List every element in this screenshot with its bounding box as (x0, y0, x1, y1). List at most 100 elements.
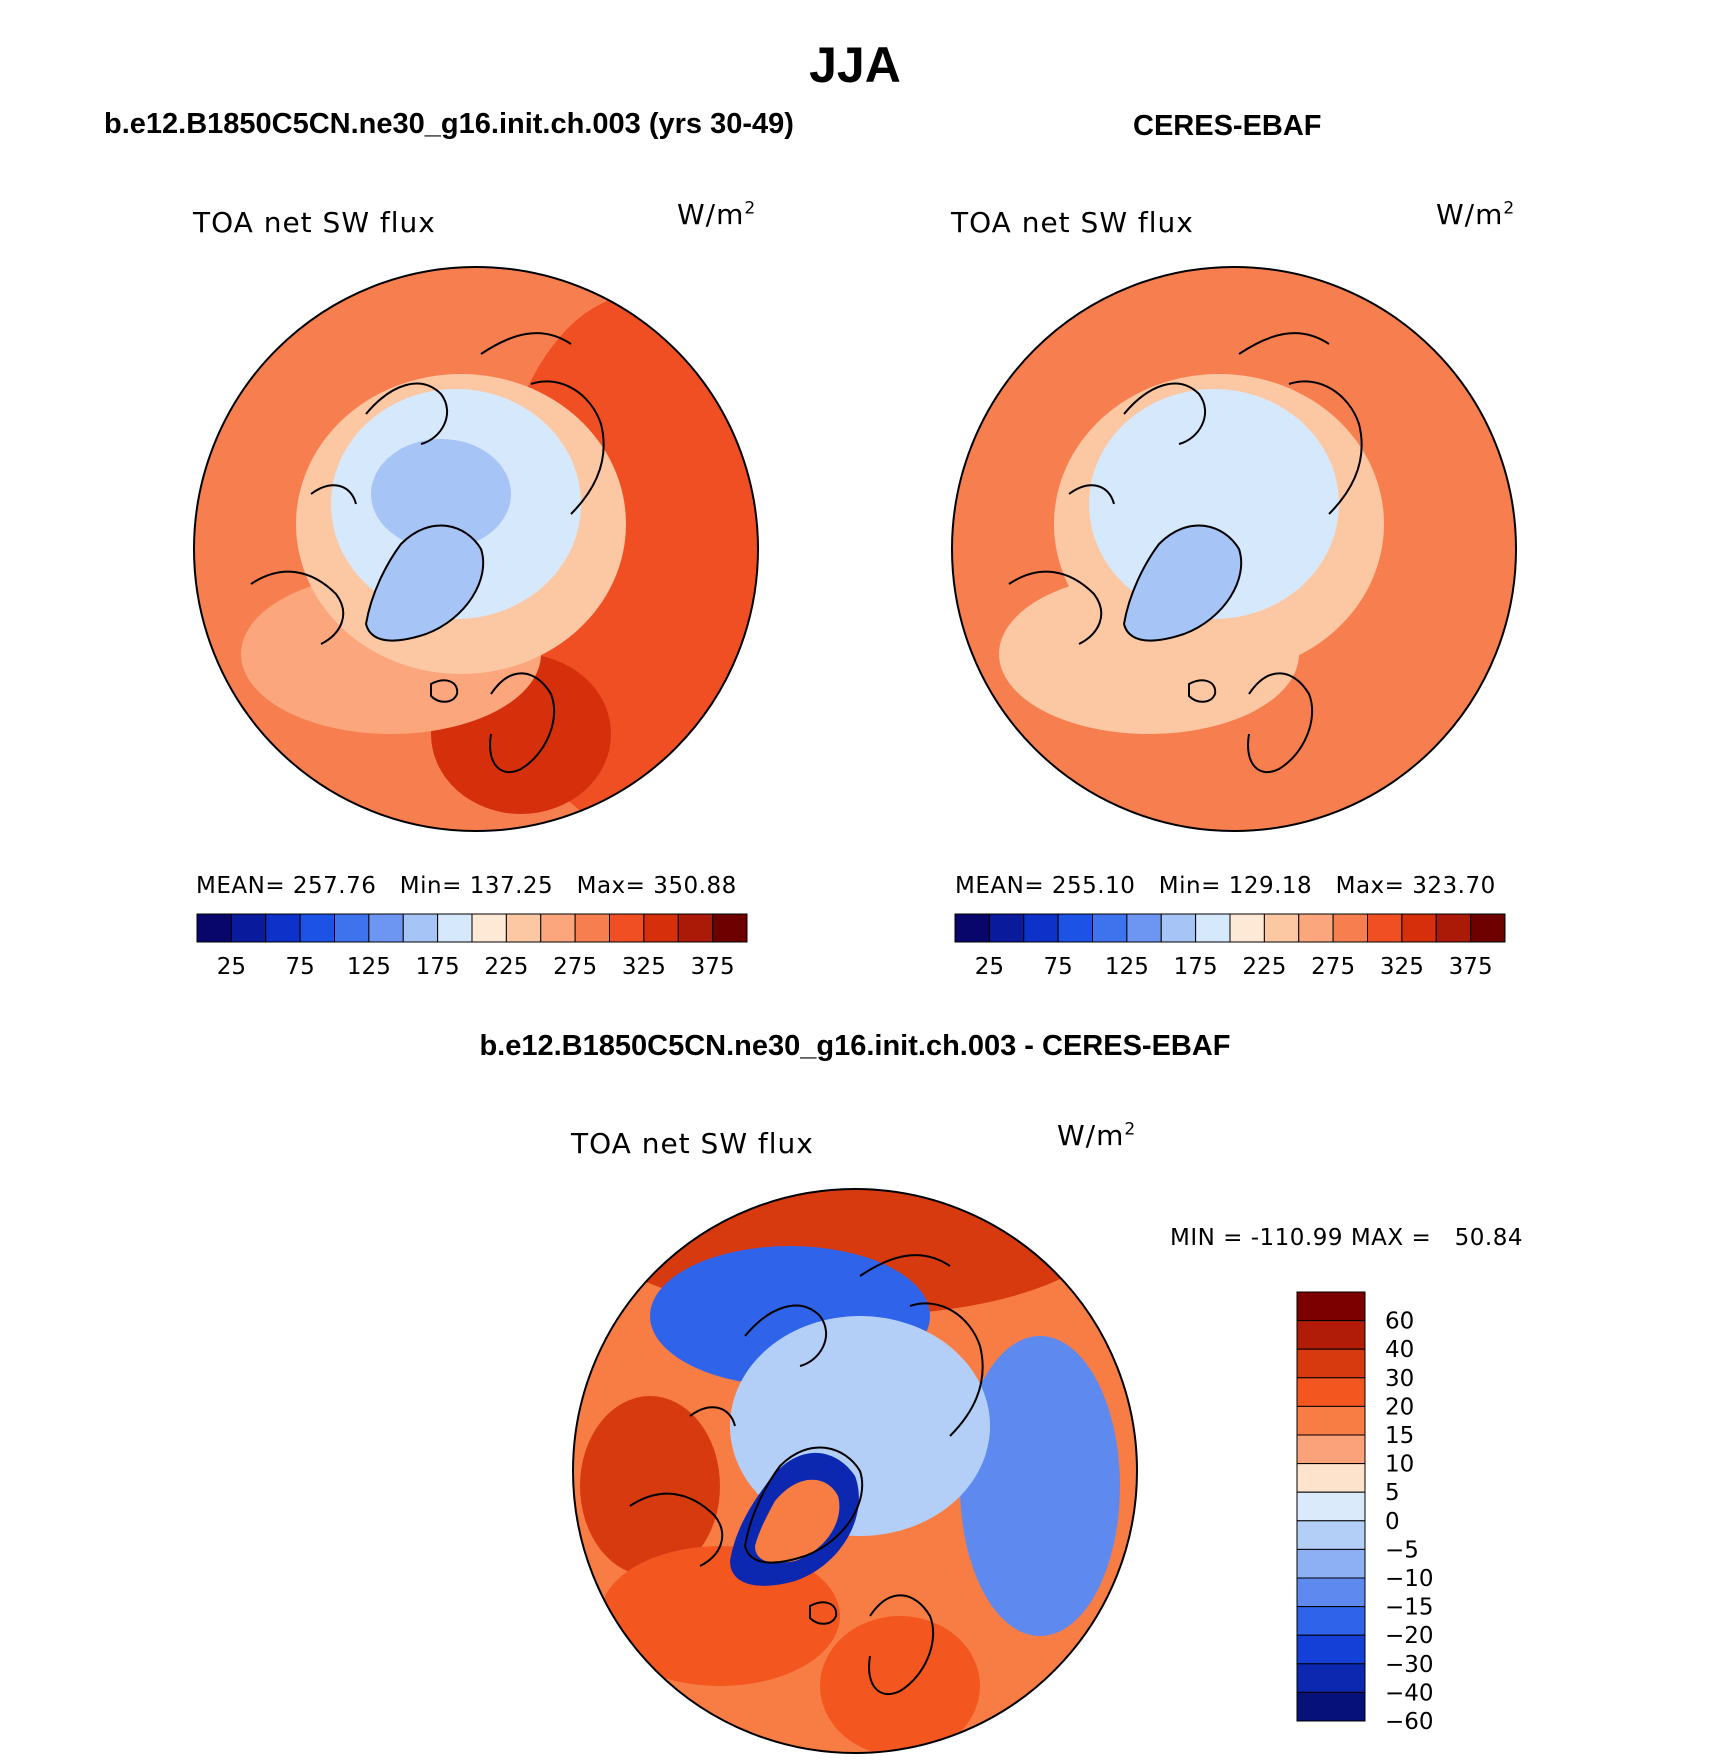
coastline-segment (364, 524, 485, 642)
map-1-coastlines (250, 332, 605, 774)
colorbar-swatch (1263, 913, 1300, 943)
colorbar-tick-label: −40 (1385, 1680, 1434, 1706)
panel-1-units-label: W/m2 (677, 198, 757, 231)
colorbar-swatch (1332, 913, 1368, 943)
coastline-segment (250, 570, 345, 645)
colorbar-swatch (1296, 1606, 1366, 1636)
colorbar-swatch (471, 913, 507, 943)
coastline-segment (1188, 679, 1217, 703)
colorbar-tick-label: 20 (1385, 1394, 1414, 1420)
figure-title: JJA (809, 37, 901, 93)
colorbar-swatch (1296, 1377, 1366, 1407)
panel-2-variable-label: TOA net SW flux (951, 206, 1194, 239)
colorbar-swatch (1296, 1491, 1366, 1522)
colorbar-tick-label: 40 (1385, 1337, 1414, 1363)
colorbar-swatch (1296, 1634, 1366, 1665)
coastline-segment (743, 1446, 864, 1564)
coastline-segment (689, 1406, 736, 1427)
coastline-segment (909, 1302, 984, 1437)
colorbar-swatch (677, 913, 714, 943)
colorbar-tick-label: 60 (1385, 1309, 1414, 1335)
colorbar-swatch (574, 913, 610, 943)
colorbar-tick-label: 75 (1043, 954, 1072, 980)
colorbar-swatch (1160, 913, 1197, 943)
colorbar-swatch (1092, 913, 1128, 943)
map-2-coastlines (1008, 332, 1363, 774)
colorbar-tick-label: 25 (975, 954, 1004, 980)
colorbar-tick-label: 5 (1385, 1480, 1400, 1506)
panel-2-units-label: W/m2 (1436, 198, 1516, 231)
colorbar-tick-label: 225 (1242, 954, 1286, 980)
map-2-border (951, 266, 1517, 832)
colorbar-swatch (1296, 1291, 1366, 1322)
panel-1-title: b.e12.B1850C5CN.ne30_g16.init.ch.003 (yr… (104, 108, 794, 140)
colorbar-tick-label: 30 (1385, 1366, 1414, 1392)
colorbar-swatch (368, 913, 404, 943)
colorbar-tick-label: 125 (1105, 954, 1149, 980)
colorbar-tick-label: −5 (1385, 1537, 1419, 1563)
colorbar-swatch (1296, 1463, 1366, 1493)
colorbar-swatch (1401, 913, 1437, 943)
colorbar-swatch (1296, 1691, 1366, 1722)
coastline-segment (1068, 484, 1115, 505)
coastline-segment (310, 484, 357, 505)
colorbar-tick-label: −30 (1385, 1652, 1434, 1678)
colorbar-swatch (712, 913, 748, 943)
colorbar-tick-label: 15 (1385, 1423, 1414, 1449)
map-3-coastlines (629, 1254, 984, 1696)
colorbar-swatch (1296, 1434, 1366, 1465)
coastline-segment (629, 1492, 724, 1567)
field-region-scandinavia (820, 1616, 980, 1753)
colorbar-swatch (1470, 913, 1506, 943)
colorbar-swatch (1296, 1663, 1366, 1693)
coastline-segment (1008, 570, 1103, 645)
colorbar-tick-label: 375 (691, 954, 735, 980)
map-3-difference (572, 1188, 1138, 1754)
colorbar-swatch (1126, 913, 1162, 943)
colorbar-tick-label: 25 (217, 954, 246, 980)
colorbar-swatch (1296, 1405, 1366, 1436)
colorbar-swatch (1296, 1577, 1366, 1608)
field-region-greenland (1124, 525, 1242, 641)
panel-1-stats: MEAN= 257.76 Min= 137.25 Max= 350.88 (196, 873, 737, 899)
diff-panel-title: b.e12.B1850C5CN.ne30_g16.init.ch.003 - C… (479, 1030, 1231, 1062)
coastline-segment (809, 1601, 838, 1625)
colorbar-tick-label: 375 (1449, 954, 1493, 980)
colorbar-swatch (1367, 913, 1403, 943)
colorbar-tick-label: 325 (622, 954, 666, 980)
colorbar-swatch (609, 913, 645, 943)
coastline-segment (365, 382, 448, 445)
colorbar-swatch (1296, 1348, 1366, 1379)
field-region-central-arctic (371, 439, 511, 549)
panel-3-units-label: W/m2 (1057, 1119, 1137, 1152)
colorbar-swatch (1435, 913, 1472, 943)
coastline-segment (1123, 382, 1206, 445)
colorbar-swatch (954, 913, 990, 943)
colorbar-1: 25 75 125 175 225 275 325 375 (196, 913, 748, 980)
colorbar-swatch (299, 913, 335, 943)
map-1-model (193, 266, 759, 832)
field-region-greenland (366, 525, 484, 641)
field-region-central-arctic (1129, 439, 1269, 549)
coastline-segment (430, 679, 459, 703)
coastline-segment (489, 672, 556, 774)
colorbar-swatch (230, 913, 267, 943)
colorbar-tick-label: 225 (484, 954, 528, 980)
map-1-border (193, 266, 759, 832)
colorbar-tick-label: 275 (553, 954, 597, 980)
colorbar-swatch (437, 913, 473, 943)
colorbar-tick-label: 175 (416, 954, 460, 980)
field-region-greenland-interior (755, 1479, 840, 1563)
map-3-field (573, 1189, 1137, 1753)
colorbar-swatch (505, 913, 542, 943)
coastline-segment (868, 1594, 935, 1696)
colorbar-tick-label: 0 (1385, 1509, 1400, 1535)
coastline-segment (1122, 524, 1243, 642)
colorbar-swatch (1296, 1320, 1366, 1350)
colorbar-tick-label: −60 (1385, 1709, 1434, 1735)
coastline-segment (1238, 332, 1330, 355)
panel-3-variable-label: TOA net SW flux (571, 1127, 814, 1160)
colorbar-swatch (1296, 1520, 1366, 1550)
panel-2-stats: MEAN= 255.10 Min= 129.18 Max= 323.70 (955, 873, 1496, 899)
